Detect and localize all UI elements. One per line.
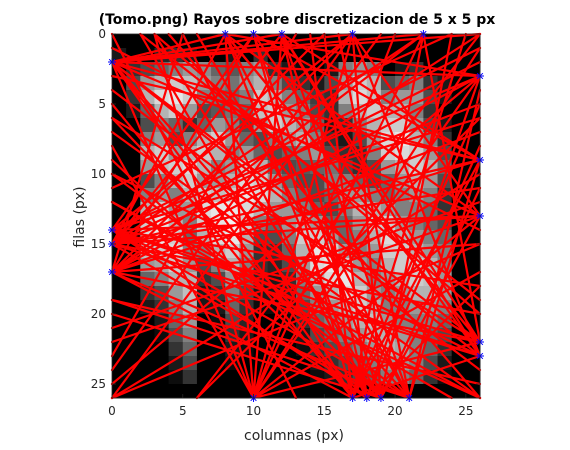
ray-line: [252, 270, 482, 400]
image-cell: [310, 384, 325, 399]
y-tick-label: 15: [91, 237, 106, 251]
chart-title: (Tomo.png) Rayos sobre discretizacion de…: [99, 12, 496, 28]
image-cell: [168, 328, 184, 343]
y-tick-label: 20: [91, 307, 106, 321]
image-cell: [395, 202, 410, 217]
ray-line: [110, 32, 298, 400]
image-cell: [112, 202, 127, 217]
image-cell: [140, 384, 155, 399]
ray-line: [110, 32, 482, 274]
ray-line: [153, 32, 383, 400]
x-tick-label: 20: [387, 404, 402, 418]
ray-line: [351, 158, 482, 400]
image-cell: [182, 34, 198, 49]
image-cell: [126, 34, 141, 49]
ray-line: [110, 102, 354, 400]
image-cell: [182, 384, 198, 399]
image-cell: [324, 384, 339, 399]
ray-line: [110, 32, 298, 358]
image-cell: [352, 216, 368, 231]
x-tick-label: 5: [179, 404, 187, 418]
image-cell: [437, 384, 453, 399]
x-axis-label: columnas (px): [244, 428, 344, 444]
ray-line: [280, 32, 482, 358]
ray-line: [110, 32, 383, 400]
ray-line: [110, 32, 425, 64]
ray-line: [195, 116, 482, 400]
image-cell: [168, 342, 184, 357]
image-cell: [196, 370, 212, 385]
image-cell: [196, 342, 212, 357]
ray-line: [110, 32, 354, 274]
ray-line: [110, 172, 482, 400]
image-cell: [168, 356, 184, 371]
image-cell: [366, 104, 382, 119]
image-cell: [140, 356, 155, 371]
image-cell: [196, 356, 212, 371]
ray-line: [110, 214, 482, 232]
x-tick-label: 0: [108, 404, 116, 418]
y-tick-label: 0: [98, 27, 106, 41]
ray-line: [110, 242, 482, 400]
image-cell: [225, 384, 240, 399]
ray-line: [110, 228, 411, 400]
ray-line: [195, 32, 482, 400]
image-cell: [338, 104, 354, 119]
ray-line: [153, 32, 482, 316]
axes-box: [111, 33, 481, 399]
image-cell: [451, 286, 467, 301]
image-cell: [112, 188, 127, 203]
ray-line: [181, 32, 368, 400]
y-tick-label: 5: [98, 97, 106, 111]
ray-line: [110, 46, 482, 232]
ray-line: [110, 158, 368, 400]
y-axis-label: filas (px): [72, 186, 88, 247]
image-cell: [154, 384, 170, 399]
image-cell: [267, 188, 283, 203]
image-cell: [225, 370, 240, 385]
image-cell: [154, 356, 170, 371]
ray-lines: [110, 32, 482, 400]
ray-line: [110, 172, 411, 400]
y-tick-label: 25: [91, 377, 106, 391]
ray-line: [110, 298, 411, 400]
image-cell: [112, 356, 127, 371]
image-cell: [126, 342, 141, 357]
ray-line: [408, 88, 482, 400]
ray-line: [195, 32, 411, 400]
ray-line: [110, 298, 482, 386]
ray-line: [110, 32, 453, 190]
x-tick-label: 10: [246, 404, 261, 418]
ray-line: [379, 32, 453, 400]
ray-line: [323, 32, 368, 400]
image-cell: [423, 76, 439, 91]
image-cell: [211, 384, 226, 399]
y-tick-label: 10: [91, 167, 106, 181]
x-tick-label: 15: [317, 404, 332, 418]
image-cell: [126, 286, 141, 301]
ray-line: [110, 312, 383, 400]
image-cell: [126, 356, 141, 371]
image-cell: [112, 146, 127, 161]
image-cell: [168, 384, 184, 399]
ray-line: [110, 60, 354, 400]
ray-line: [110, 228, 482, 358]
ray-line: [167, 32, 482, 400]
image-cell: [465, 258, 481, 273]
x-tick-label: 25: [458, 404, 473, 418]
image-cell: [154, 342, 170, 357]
image-cell: [126, 160, 141, 175]
image-cell: [182, 370, 198, 385]
image-cell: [112, 34, 127, 49]
image-cell: [140, 118, 155, 133]
ray-line: [110, 88, 482, 372]
image-cell: [112, 286, 127, 301]
ray-line: [110, 200, 482, 330]
ray-line: [110, 32, 255, 232]
ray-line: [110, 32, 184, 274]
